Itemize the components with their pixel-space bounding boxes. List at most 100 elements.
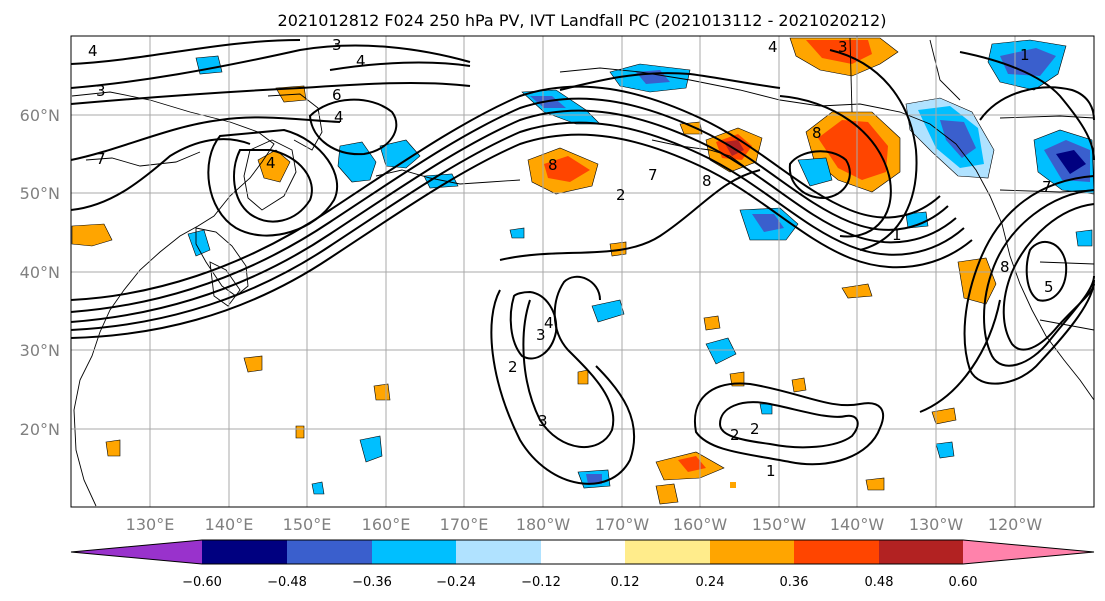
lon-label: 140°W bbox=[830, 515, 885, 534]
colorbar-segment bbox=[372, 540, 456, 564]
colorbar-segment bbox=[202, 540, 287, 564]
contour-label: 8 bbox=[548, 156, 558, 174]
contour-label: 3 bbox=[838, 38, 848, 56]
pv-contour bbox=[490, 289, 636, 485]
contour-label: 8 bbox=[1000, 258, 1010, 276]
pv-contour bbox=[233, 149, 313, 223]
pv-contour bbox=[329, 61, 471, 71]
pv-contour bbox=[70, 109, 957, 323]
coastline bbox=[1039, 261, 1095, 265]
colorbar-segment bbox=[456, 540, 541, 564]
contour-label: 4 bbox=[334, 108, 344, 126]
coastline bbox=[999, 115, 1095, 119]
pv-contour bbox=[779, 95, 892, 238]
pv-contour bbox=[963, 175, 1095, 385]
colorbar-segment bbox=[879, 540, 963, 564]
coastline bbox=[243, 139, 297, 211]
anomaly-patch bbox=[591, 299, 625, 323]
colorbar-tick-label: 0.48 bbox=[865, 575, 894, 590]
anomaly-patch bbox=[509, 227, 525, 239]
anomaly-patch bbox=[931, 407, 957, 425]
anomaly-patch bbox=[187, 229, 211, 257]
colorbar-segment bbox=[794, 540, 879, 564]
anomaly-patch bbox=[705, 337, 737, 365]
colorbar-outline bbox=[70, 539, 1095, 565]
contour-label: 4 bbox=[356, 52, 366, 70]
anomaly-patch bbox=[544, 156, 590, 182]
anomaly-patch bbox=[730, 482, 736, 488]
anomaly-patch bbox=[577, 369, 589, 385]
coastline bbox=[195, 227, 249, 297]
pv-contour bbox=[829, 49, 918, 251]
colorbar-tick-label: 0.36 bbox=[780, 575, 809, 590]
lon-label: 170°E bbox=[440, 515, 489, 534]
contour-label: 3 bbox=[536, 326, 546, 344]
anomaly-patch bbox=[703, 315, 721, 331]
coastline bbox=[651, 139, 745, 167]
anomaly-patch bbox=[655, 483, 679, 505]
contour-label: 2 bbox=[508, 358, 518, 376]
coastline bbox=[849, 37, 853, 113]
pv-contour bbox=[522, 275, 615, 449]
pv-contour bbox=[983, 189, 1095, 367]
colorbar-tick-label: −0.24 bbox=[436, 575, 476, 590]
contour-label: 2 bbox=[730, 426, 740, 444]
contour-label: 7 bbox=[96, 150, 106, 168]
contour-label: 8 bbox=[812, 124, 822, 142]
coastline bbox=[85, 151, 201, 167]
coastline bbox=[559, 67, 1095, 401]
anomaly-patch bbox=[359, 435, 383, 463]
anomaly-patch bbox=[243, 355, 263, 373]
contour-label: 3 bbox=[538, 412, 548, 430]
colorbar-tick-label: −0.48 bbox=[267, 575, 307, 590]
anomaly-patch bbox=[295, 425, 305, 439]
colorbar-segment bbox=[287, 540, 372, 564]
pv-contour bbox=[70, 44, 471, 89]
map-border bbox=[70, 35, 1095, 508]
pv-contour bbox=[1025, 240, 1068, 302]
anomaly-patch bbox=[105, 439, 121, 457]
pv-contour bbox=[70, 133, 973, 339]
anomaly-patch bbox=[818, 120, 888, 180]
coastline bbox=[375, 169, 521, 185]
colorbar-tick-label: −0.12 bbox=[521, 575, 561, 590]
lat-label: 20°N bbox=[20, 420, 60, 439]
pv-contour bbox=[509, 290, 558, 360]
contour-labels: 4 3 4 3 6 4 7 4 8 7 8 2 1 4 2 3 3 2 1 2 … bbox=[88, 36, 1054, 480]
anomaly-patch bbox=[797, 157, 833, 187]
lon-label: 150°E bbox=[283, 515, 332, 534]
pv-contour bbox=[70, 85, 941, 301]
lon-label: 120°W bbox=[988, 515, 1043, 534]
pv-contour bbox=[70, 81, 471, 105]
colorbar-tick-label: 0.24 bbox=[696, 575, 725, 590]
anomaly-patch bbox=[759, 403, 773, 415]
pv-contour bbox=[959, 51, 1095, 161]
contour-label: 2 bbox=[750, 420, 760, 438]
contour-label: 4 bbox=[544, 314, 554, 332]
colorbar: −0.60 −0.48 −0.36 −0.24 −0.12 0.12 0.24 … bbox=[70, 539, 1095, 590]
contour-label: 1 bbox=[892, 226, 902, 244]
contour-label: 3 bbox=[332, 36, 342, 54]
contour-label: 3 bbox=[96, 82, 106, 100]
pv-contour bbox=[919, 299, 1001, 413]
pv-contour bbox=[207, 128, 339, 237]
contour-label: 7 bbox=[1042, 178, 1052, 196]
colorbar-segment bbox=[963, 540, 1094, 564]
coastline bbox=[929, 39, 961, 101]
pv-contour bbox=[70, 121, 965, 331]
contour-label: 1 bbox=[1020, 46, 1030, 64]
pv-contour bbox=[1002, 203, 1095, 351]
lon-label: 170°W bbox=[595, 515, 650, 534]
anomaly-patch bbox=[71, 223, 113, 247]
anomaly-patch bbox=[679, 121, 703, 135]
anomaly-patch bbox=[1056, 150, 1086, 174]
lat-label: 40°N bbox=[20, 263, 60, 282]
lat-label: 50°N bbox=[20, 184, 60, 203]
anomaly-patch bbox=[379, 139, 421, 169]
anomaly-patch bbox=[935, 441, 955, 459]
pv-contour bbox=[70, 39, 301, 65]
colorbar-tick-label: −0.60 bbox=[182, 575, 222, 590]
pv-contour bbox=[70, 97, 949, 313]
lon-label: 160°E bbox=[362, 515, 411, 534]
